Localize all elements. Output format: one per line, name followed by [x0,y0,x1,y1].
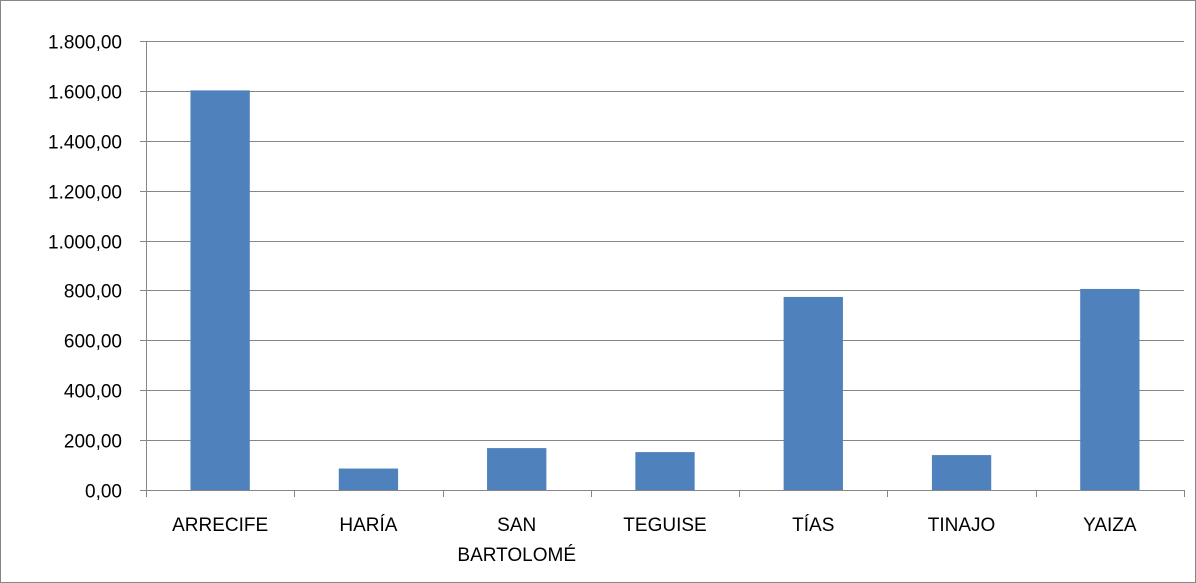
bar-tinajo [931,455,992,490]
x-category-label-line: SAN [497,515,536,536]
y-tick-label: 400,00 [64,382,122,403]
y-tick-label: 1.600,00 [48,83,122,104]
gridlines [146,41,1184,441]
y-tick-label: 200,00 [64,432,122,453]
y-tick-label: 600,00 [64,332,122,353]
y-tick-label: 1.200,00 [48,183,122,204]
x-category-label: SAN BARTOLOMÉ [457,515,576,566]
x-category-label-line: TINAJO [928,515,996,536]
bar-san-bartolomé [487,448,547,490]
axes [140,41,1185,497]
y-tick-label: 800,00 [64,282,122,303]
x-category-label-line: TÍAS [792,515,834,536]
x-category-label: YAIZA [1083,515,1137,536]
x-category-labels: ARRECIFE HARÍA SAN BARTOLOMÉ TEGUISE TÍAS TINA… [172,515,1137,566]
y-tick-label: 1.400,00 [48,133,122,154]
x-category-label: TEGUISE [623,515,706,536]
y-tick-label: 0,00 [85,482,122,503]
bar-haría [338,468,399,490]
x-category-label: TÍAS [792,515,834,536]
bar-yaiza [1080,288,1140,490]
y-tick-label: 1.800,00 [48,33,122,54]
x-category-label-line: HARÍA [339,515,397,536]
x-category-label-line: YAIZA [1083,515,1137,536]
x-category-label-line: TEGUISE [623,515,706,536]
bars [190,90,1140,490]
x-category-label: TINAJO [928,515,996,536]
x-category-label: HARÍA [339,515,397,536]
x-category-label-line: ARRECIFE [172,515,268,536]
bar-tías [783,296,843,490]
x-category-label-line: BARTOLOMÉ [457,545,576,566]
y-tick-label: 1.000,00 [48,233,122,254]
bar-arrecife [190,90,250,490]
bar-teguise [635,452,695,490]
x-category-label: ARRECIFE [172,515,268,536]
y-tick-labels: 0,00 200,00 400,00 600,00 800,00 1.000,00 1.20… [48,33,122,503]
